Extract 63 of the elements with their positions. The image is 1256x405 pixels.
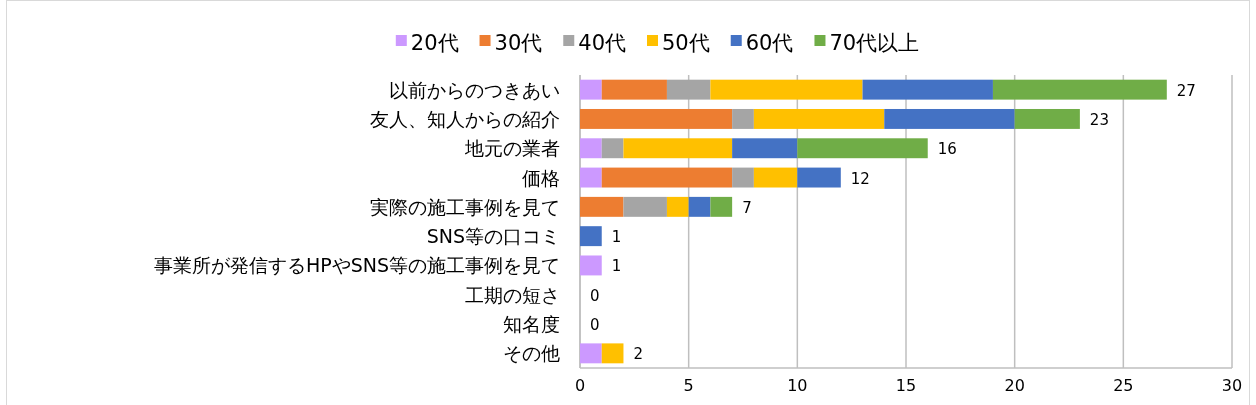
- total-label: 23: [1089, 110, 1109, 129]
- y-tick-label: 友人、知人からの紹介: [370, 107, 560, 130]
- bar: [580, 255, 602, 276]
- x-tick-label: 20: [1004, 376, 1025, 395]
- bar: [732, 108, 754, 129]
- bar: [580, 226, 602, 247]
- bar: [710, 196, 733, 217]
- bar: [884, 108, 1015, 129]
- bar: [580, 108, 733, 129]
- total-label: 0: [590, 316, 600, 335]
- total-label: 7: [742, 198, 752, 217]
- bar: [666, 79, 711, 100]
- bar: [601, 138, 624, 159]
- bar: [1014, 108, 1080, 129]
- bar: [601, 167, 733, 188]
- bar: [732, 138, 798, 159]
- legend-label: 70代以上: [829, 31, 920, 55]
- bar: [601, 343, 624, 364]
- total-label: 1: [611, 228, 622, 247]
- bar: [580, 343, 602, 364]
- legend-label: 50代: [662, 31, 710, 55]
- legend-label: 20代: [410, 31, 459, 55]
- bar: [862, 79, 993, 100]
- bar: [732, 167, 754, 188]
- bar: [753, 167, 798, 188]
- bar: [753, 108, 885, 129]
- bar: [623, 138, 733, 159]
- x-tick-label: 15: [895, 376, 917, 395]
- x-tick-label: 0: [574, 376, 586, 395]
- x-tick-label: 10: [787, 376, 808, 395]
- bar: [580, 167, 602, 188]
- bar: [580, 138, 602, 159]
- bar: [688, 196, 711, 217]
- total-label: 0: [590, 286, 600, 305]
- bar: [710, 79, 863, 100]
- y-tick-label: 以前からのつきあい: [389, 78, 560, 101]
- bar: [797, 167, 841, 188]
- bar: [992, 79, 1167, 100]
- legend-label: 60代: [745, 31, 794, 55]
- bar: [623, 196, 667, 217]
- x-tick-label: 30: [1221, 376, 1243, 395]
- bar: [601, 79, 667, 100]
- total-label: 2: [633, 345, 644, 364]
- legend-label: 30代: [494, 31, 543, 55]
- total-label: 12: [850, 169, 870, 188]
- legend-label: 40代: [578, 31, 626, 55]
- total-label: 1: [611, 257, 622, 276]
- x-tick-label: 5: [683, 376, 694, 395]
- bar: [580, 79, 602, 100]
- y-tick-label: 地元の業者: [464, 137, 560, 160]
- y-tick-label: SNS等の口コミ: [426, 225, 560, 248]
- bar: [580, 196, 624, 217]
- x-tick-label: 25: [1113, 376, 1134, 395]
- bar: [666, 196, 689, 217]
- total-label: 16: [937, 140, 957, 159]
- y-tick-label: 実際の施工事例を見て: [370, 195, 560, 218]
- y-tick-label: その他: [503, 342, 560, 365]
- y-tick-label: 知名度: [503, 313, 560, 336]
- bar: [797, 138, 928, 159]
- y-tick-label: 工期の短さ: [465, 283, 560, 306]
- y-tick-label: 事業所が発信するHPやSNS等の施工事例を見て: [153, 254, 560, 277]
- total-label: 27: [1176, 81, 1196, 100]
- y-tick-label: 価格: [522, 166, 560, 189]
